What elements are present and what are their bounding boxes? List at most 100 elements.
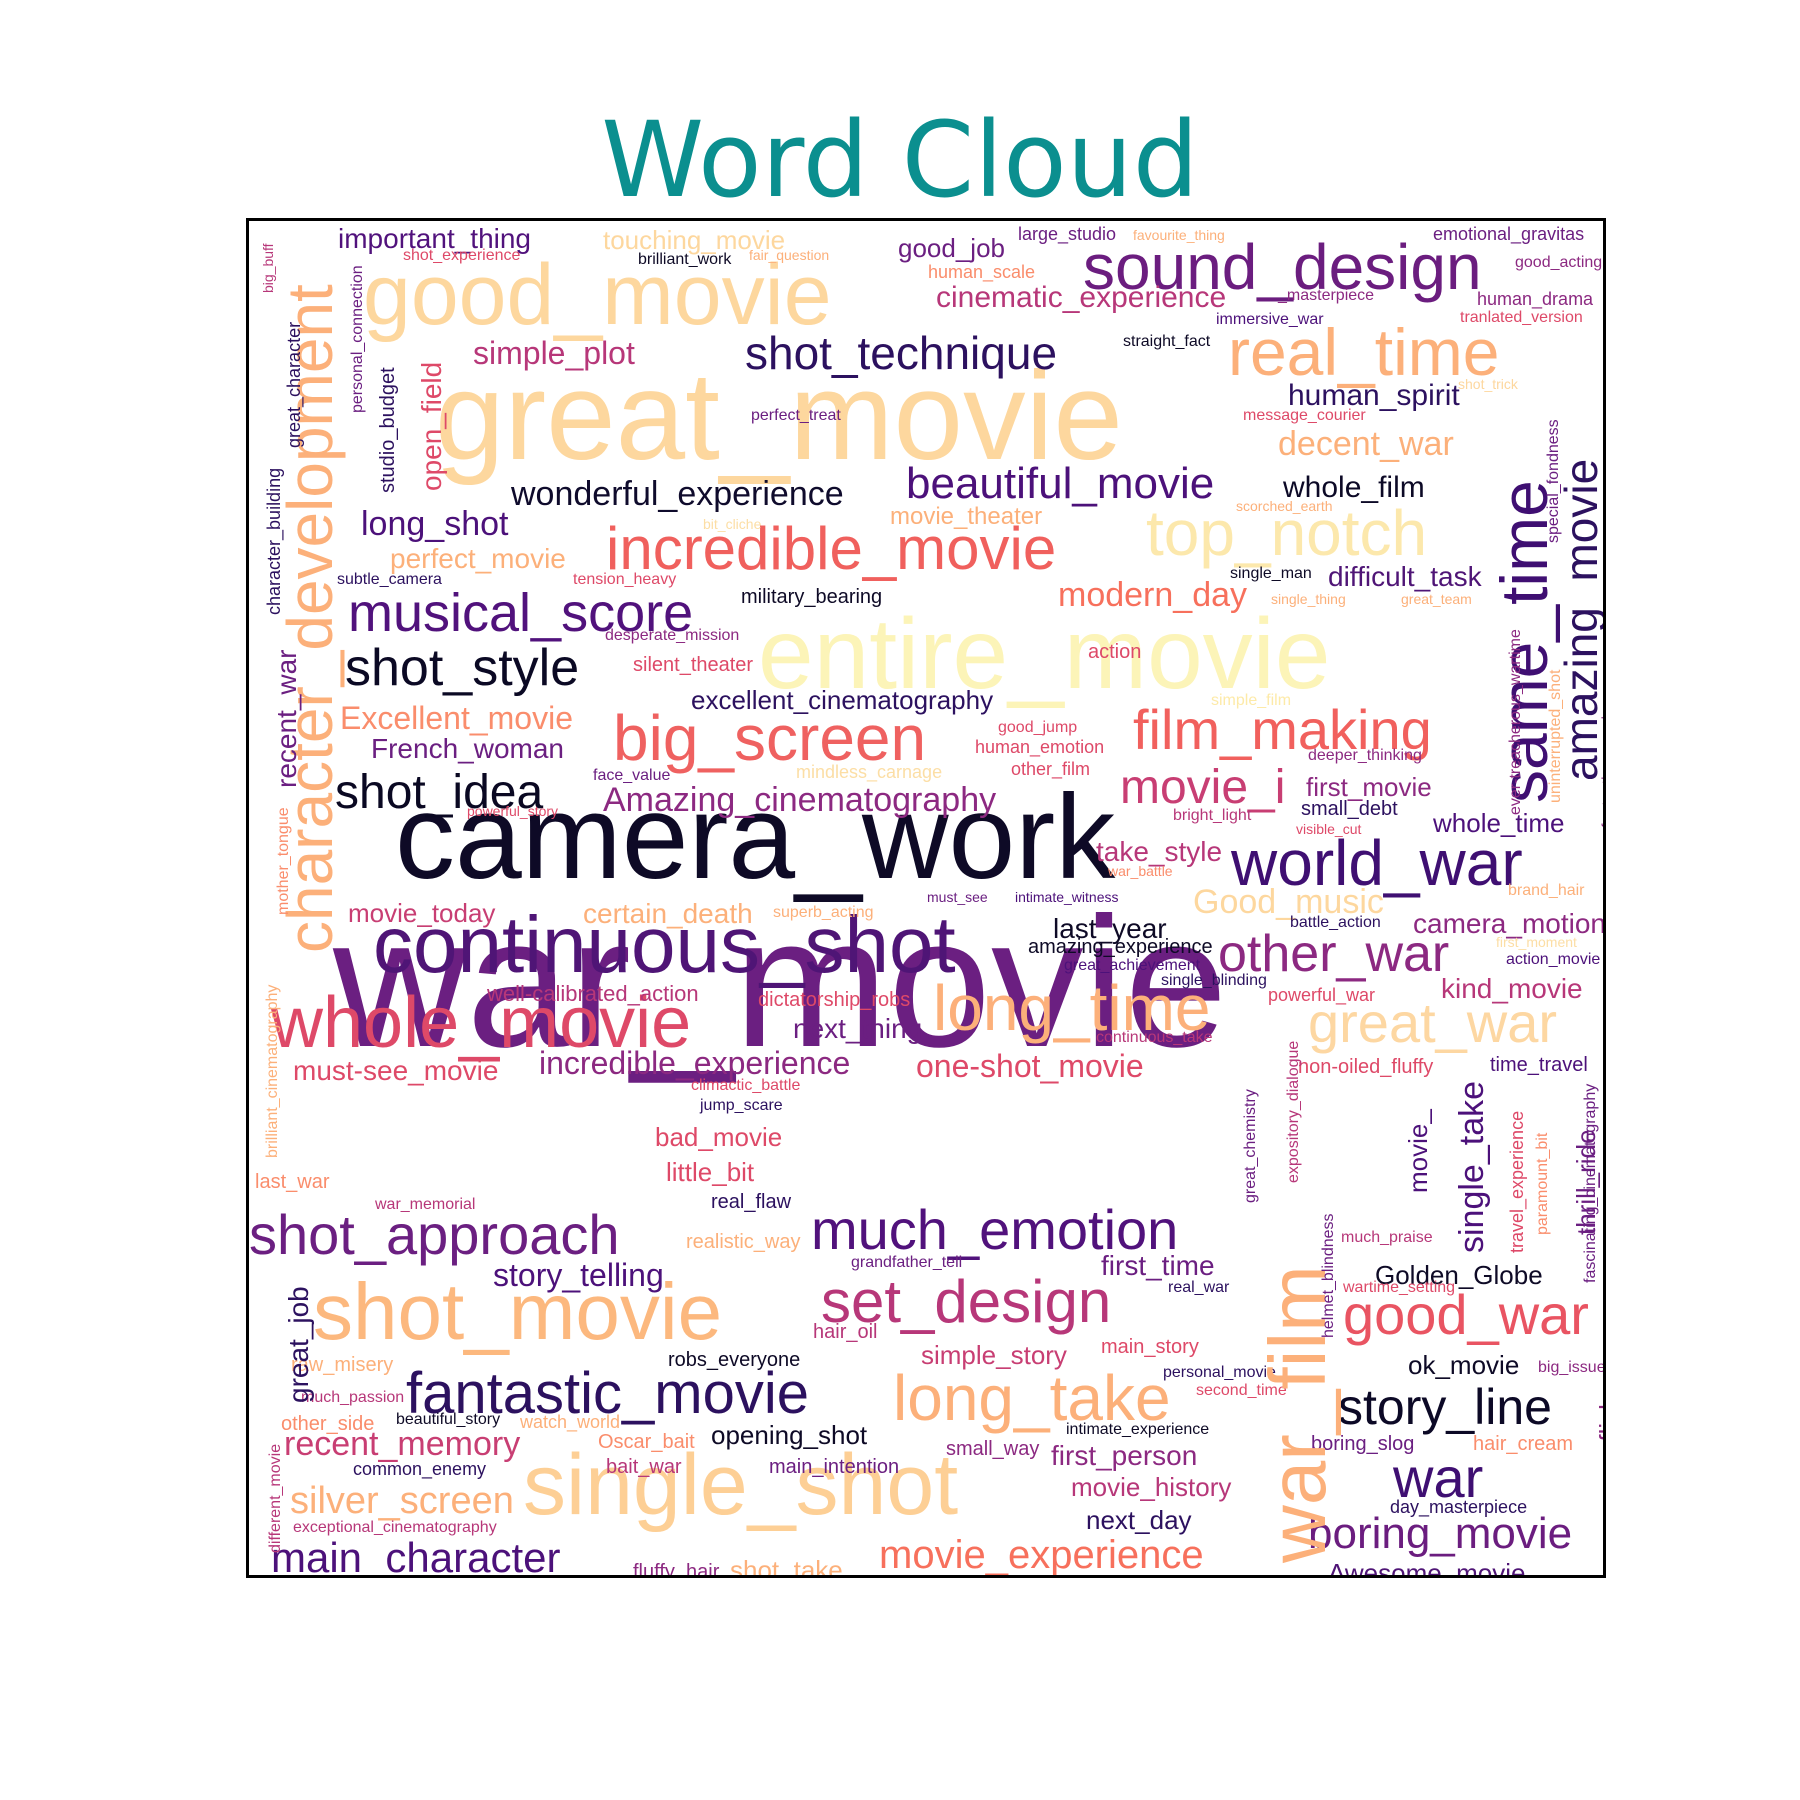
word-excellent-movie: Excellent_movie (340, 699, 573, 736)
word-much-passion: much_passion (301, 1388, 405, 1406)
word-war-movie: war_movie (333, 880, 1228, 1087)
word-face-value: face_value (593, 766, 671, 784)
word-recent-war: recent_war (271, 649, 302, 788)
word-continuous-shot: continuous_shot (373, 900, 956, 990)
word-long-take: long_take (893, 1361, 1171, 1434)
word-first-person: first_person (1051, 1440, 1198, 1472)
word-bright-light: bright_light (1173, 806, 1252, 824)
word-brilliant-work: brilliant_work (638, 250, 732, 268)
word-shot-trick: shot_trick (1458, 375, 1518, 392)
word-great-job: great_job (283, 1286, 314, 1403)
word-scorched-earth: scorched_earth (1236, 497, 1333, 514)
word-beautiful-story: beautiful_story (396, 1410, 501, 1428)
word-great-achievement: great_achievement (1064, 956, 1201, 974)
word-top-notch: top_notch (1146, 496, 1428, 569)
word-incredible-movie: incredible_movie (606, 514, 1057, 582)
word-personal-connection: personal_connection (349, 265, 366, 413)
word-boring-movie: boring_movie (1308, 1508, 1573, 1558)
word-good-movie: good_movie (363, 247, 832, 344)
word-uninterrupted-shot: uninterrupted_shot (1547, 669, 1564, 803)
word-simple-story: simple_story (921, 1339, 1067, 1370)
word-difficult-task: difficult_task (1328, 561, 1482, 593)
word-watch-world: watch_world (520, 1412, 621, 1433)
word-real-time: real_time (1228, 314, 1500, 389)
word-excellent-cinematography: excellent_cinematography (691, 684, 994, 715)
word-brilliant-cinematography: brilliant_cinematography (264, 984, 281, 1158)
word-oscar-bait: Oscar_bait (598, 1430, 695, 1453)
word-set-design: set_design (821, 1267, 1112, 1335)
word-hair-cream: hair_cream (1473, 1432, 1574, 1455)
chart-title: Word Cloud (601, 99, 1199, 221)
word-movie-: movie_ (1403, 1109, 1433, 1193)
word-superb-acting: superb_acting (773, 903, 874, 921)
word-story-line: story_line (1338, 1379, 1552, 1435)
word-intimate-experience: intimate_experience (1066, 1420, 1210, 1438)
word-simple-film: simple_film (1211, 691, 1292, 709)
word-ever-treacherous-wartime: ever-treacherous_wartime (1507, 629, 1524, 815)
word-good-jump: good_jump (998, 718, 1078, 736)
word-jump-scare: jump_scare (700, 1096, 783, 1114)
word-personal-movie: personal_movie (1163, 1363, 1276, 1381)
word-movie-theater: movie_theater (890, 503, 1043, 531)
word-small-way: small_way (946, 1437, 1040, 1460)
word-movie-i: movie_i (1120, 760, 1286, 814)
word-deeper-thinking: deeper_thinking (1308, 746, 1422, 764)
word-entire-movie: entire_movie (758, 598, 1331, 710)
word-shot-approach: shot_approach (249, 1203, 620, 1267)
word-hair-oil: hair_oil (813, 1320, 878, 1343)
word-single-blinding: single_blinding (1161, 971, 1267, 989)
word-silver-screen: silver_screen (290, 1479, 514, 1522)
word-human-emotion: human_emotion (975, 737, 1105, 758)
word-must-see-movie: must-see_movie (293, 1055, 499, 1087)
word-sound-design: sound_design (1083, 230, 1482, 303)
word-time-travel: time_travel (1490, 1053, 1588, 1076)
word-story-telling: story_telling (493, 1256, 664, 1293)
word-dictatorship-robs: dictatorship_robs (758, 988, 911, 1011)
word-next-day: next_day (1086, 1504, 1192, 1535)
word-visible-cut: visible_cut (1296, 820, 1362, 837)
word-day-masterpiece: day_masterpiece (1390, 1497, 1528, 1518)
word-human-drama: human_drama (1477, 289, 1594, 310)
word-silent-theater: silent_theater (633, 653, 754, 676)
word-fair-question: fair_question (749, 246, 830, 263)
word-big-buff: big_buff (260, 243, 276, 293)
word-intimate-witness: intimate_witness (1015, 888, 1119, 905)
word-amazing-cinematography: Amazing_cinematography (603, 781, 997, 820)
word-take-style: take_style (1096, 836, 1223, 868)
word-great-chemistry: great_chemistry (1242, 1089, 1259, 1203)
word-well-calibrated-action: well-calibrated_action (487, 980, 699, 1006)
word-much-emotion: much_emotion (811, 1198, 1179, 1262)
word-incredible-experience: incredible_experience (539, 1044, 851, 1081)
word-fantastic-movie: fantastic_movie (406, 1361, 809, 1427)
word-shot-take: shot_take (730, 1554, 843, 1578)
word-wartime-setting: wartime_setting (1343, 1278, 1456, 1296)
word-large-studio: large_studio (1018, 224, 1117, 245)
word-bit-cliche: bit_cliche (703, 515, 762, 532)
word-cloud-frame: war_movie camera_work great_movie entire_mo… (246, 218, 1606, 1578)
word-shot-style: shot_style (345, 639, 580, 698)
word-opening-shot: opening_shot (711, 1419, 868, 1450)
word-modern-day: modern_day (1058, 576, 1248, 615)
word-immersive-war: immersive_war (1216, 310, 1324, 328)
word-climactic-battle: climactic_battle (691, 1076, 801, 1094)
word-great-movie: great_movie (435, 346, 1123, 486)
word-one-shot-movie: one-shot_movie (916, 1047, 1144, 1084)
word-first-time: first_time (1101, 1250, 1215, 1282)
word-fantastic-experience: fantastic_experience (1600, 681, 1606, 828)
word-raw-misery: raw_misery (291, 1353, 394, 1376)
word-decent-war: decent_war (1278, 425, 1454, 464)
word-expository-dialogue: expository_dialogue (1285, 1040, 1302, 1183)
word-kind-movie: kind_movie (1441, 973, 1583, 1005)
word-main-story: main_story (1101, 1335, 1199, 1358)
word-camera-motion: camera_motion (1413, 908, 1606, 940)
word-shot-experience: shot_experience (403, 246, 521, 264)
word-action-movie: action_movie (1506, 950, 1601, 968)
word-last-war: last_war (255, 1170, 330, 1193)
word-paramount-bit: paramount_bit (1534, 1132, 1551, 1235)
word-war-memorial: war_memorial (375, 1195, 476, 1213)
word-world-war: world_war (1231, 826, 1523, 899)
word-ok-movie: ok_movie (1408, 1349, 1520, 1380)
word-touching-movie: touching_movie (603, 224, 786, 255)
word-simple-plot: simple_plot (473, 334, 635, 371)
word-studio-budget: studio_budget (377, 367, 399, 493)
